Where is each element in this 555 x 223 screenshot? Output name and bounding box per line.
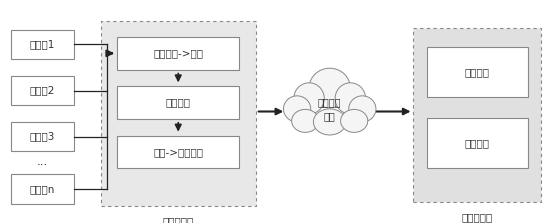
Bar xyxy=(11,174,73,204)
Bar xyxy=(413,28,541,202)
Ellipse shape xyxy=(309,68,350,108)
Ellipse shape xyxy=(284,96,311,122)
Bar xyxy=(11,30,73,59)
Ellipse shape xyxy=(291,109,319,132)
Bar xyxy=(11,76,73,105)
Ellipse shape xyxy=(349,96,376,122)
Text: 渲染引擎: 渲染引擎 xyxy=(465,138,490,148)
Bar xyxy=(117,136,239,168)
Text: 空间融合: 空间融合 xyxy=(166,98,191,107)
Text: 点云->模型转换: 点云->模型转换 xyxy=(153,147,203,157)
Bar xyxy=(117,86,239,119)
Bar xyxy=(427,118,528,168)
Text: 主控计算机: 主控计算机 xyxy=(163,216,194,223)
Text: 摄像机1: 摄像机1 xyxy=(29,39,55,50)
Bar xyxy=(101,21,256,206)
Bar xyxy=(11,122,73,151)
Text: 用户客户端: 用户客户端 xyxy=(462,212,493,222)
Ellipse shape xyxy=(294,83,324,114)
Text: 摄像机3: 摄像机3 xyxy=(29,132,55,142)
Ellipse shape xyxy=(341,109,368,132)
Text: 光场数据->点云: 光场数据->点云 xyxy=(153,48,203,58)
Ellipse shape xyxy=(335,83,366,114)
Text: ...: ... xyxy=(37,155,48,168)
Ellipse shape xyxy=(314,109,346,135)
Bar xyxy=(117,37,239,70)
Text: 摄像机n: 摄像机n xyxy=(29,184,55,194)
Text: 摄像机2: 摄像机2 xyxy=(29,86,55,95)
Bar xyxy=(427,47,528,97)
Text: 数据传输
网络: 数据传输 网络 xyxy=(318,97,341,121)
Text: 操作界面: 操作界面 xyxy=(465,67,490,77)
